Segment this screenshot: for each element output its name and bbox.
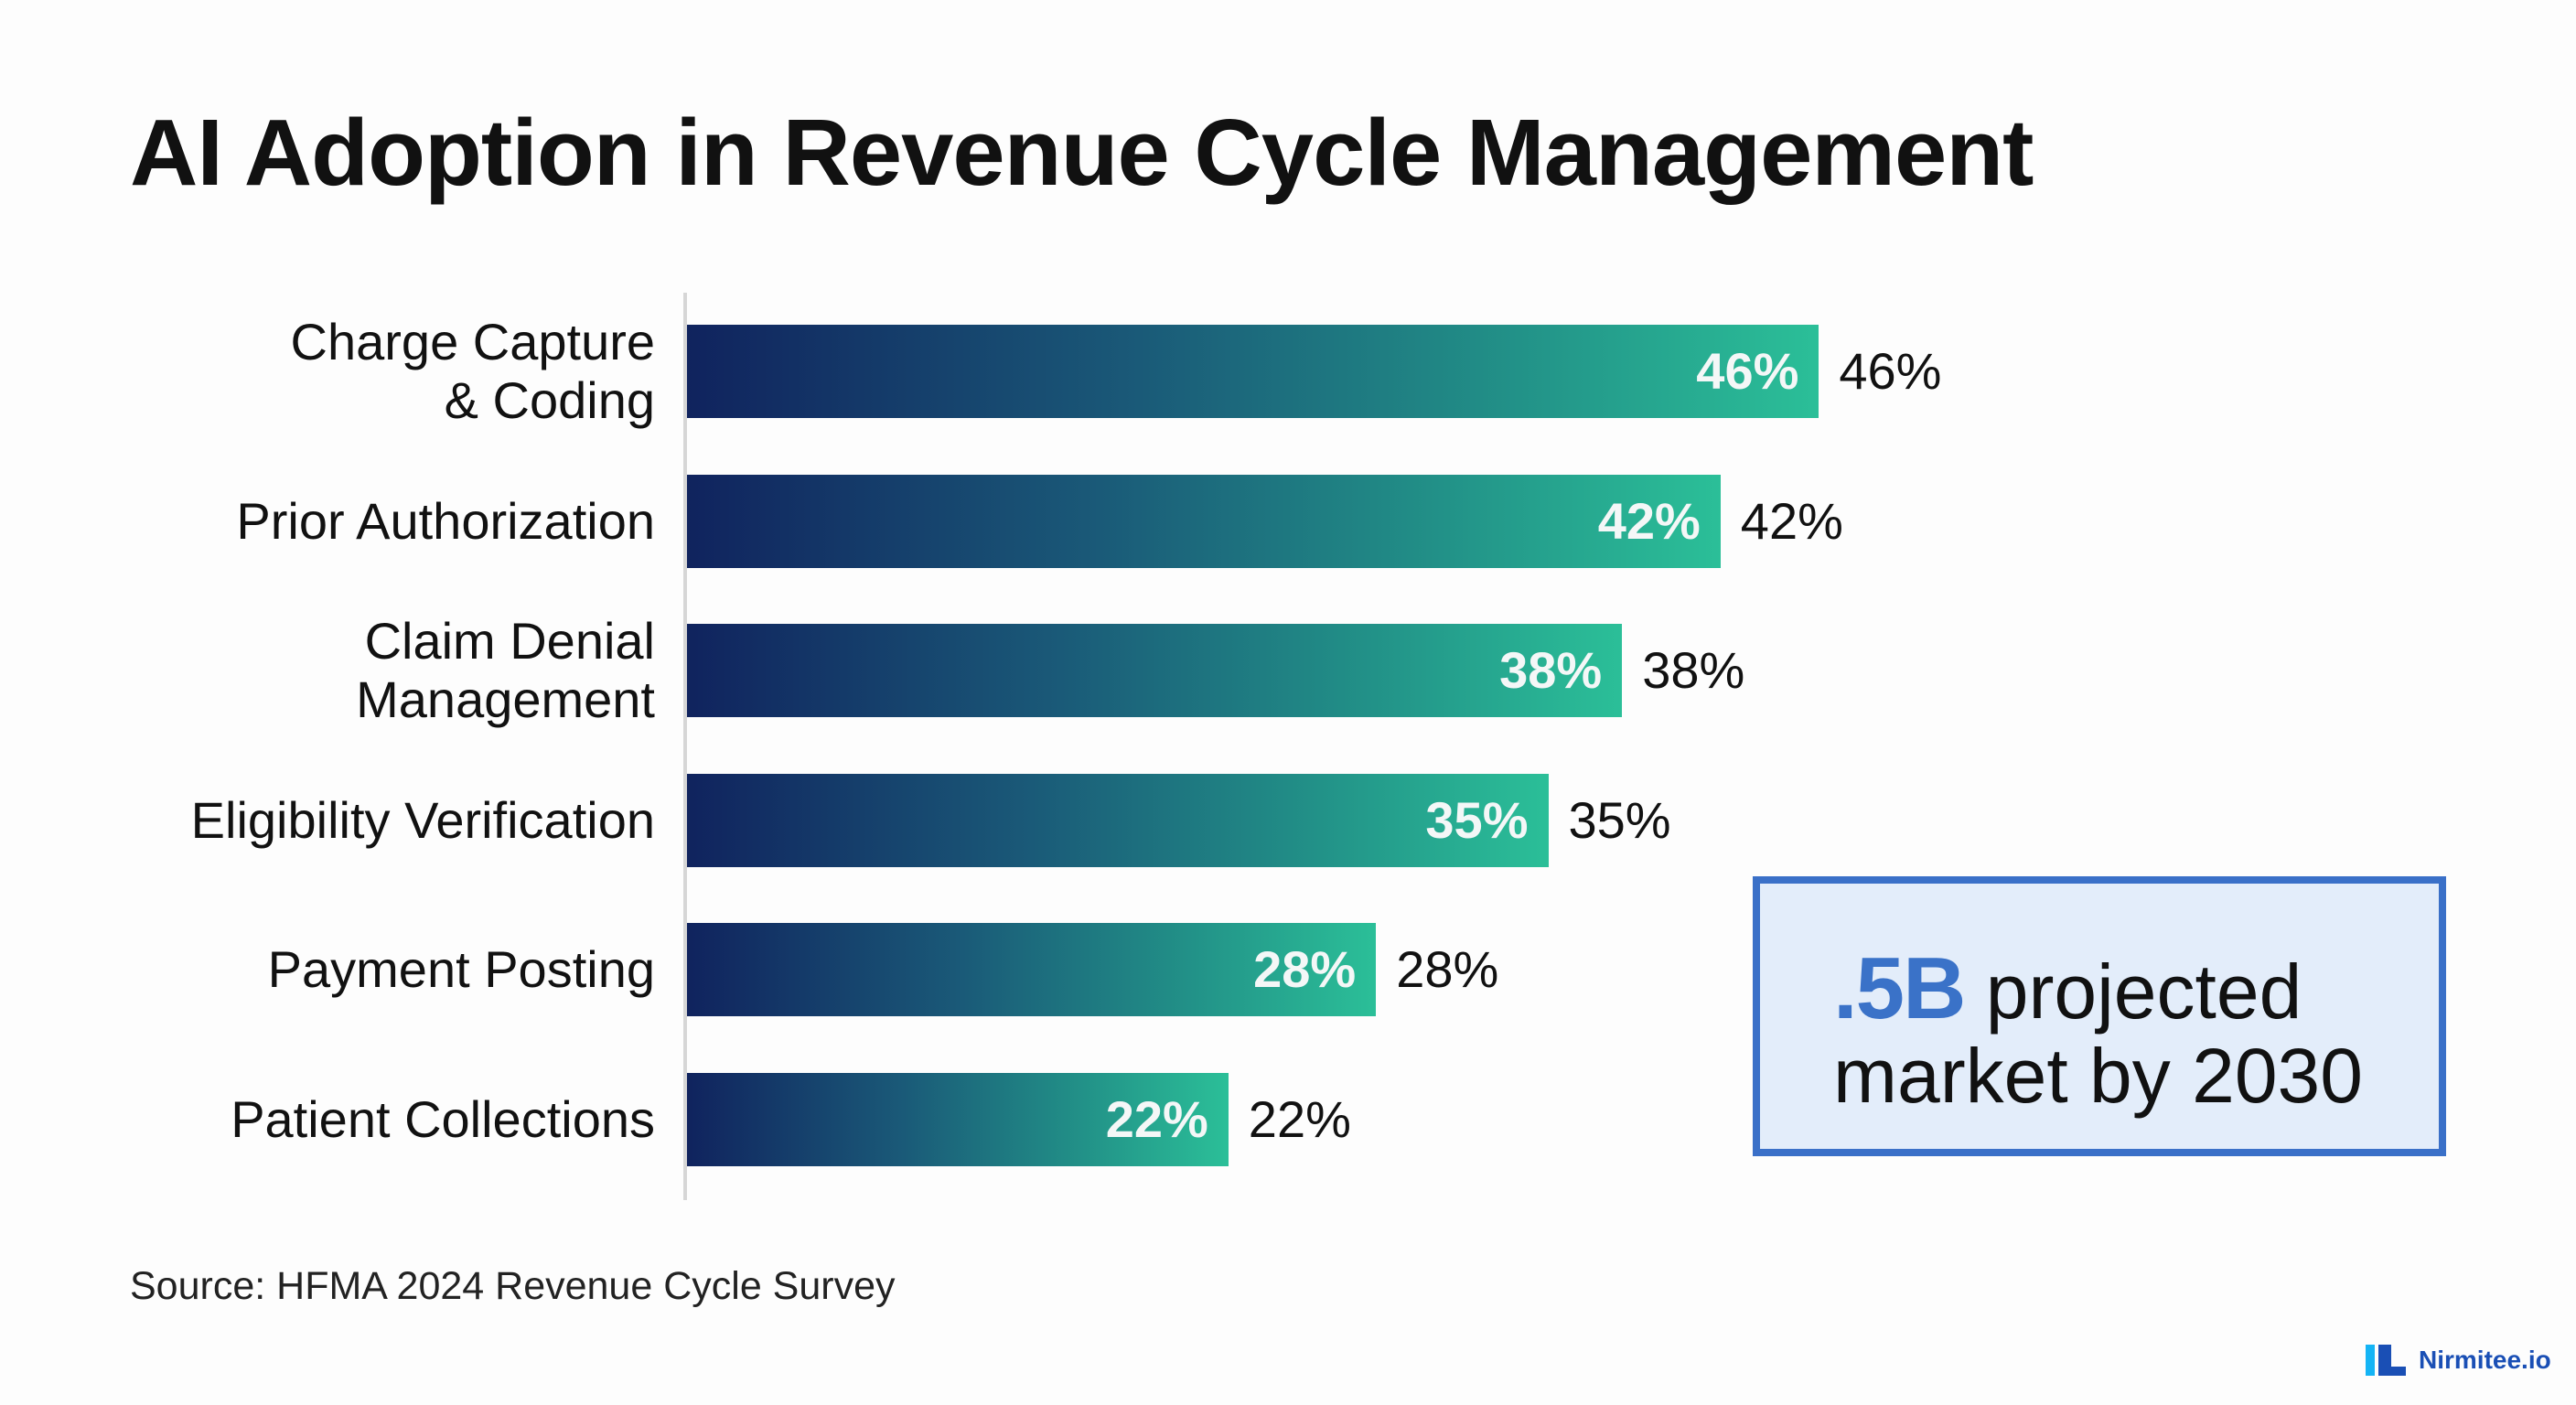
bar-value-label: 28% <box>1396 940 1499 999</box>
bar-inner-label: 38% <box>1499 641 1603 700</box>
callout-line-2: market by 2030 <box>1833 1033 2363 1119</box>
bar-inner-label: 46% <box>1696 342 1799 400</box>
y-axis-line <box>683 293 687 1200</box>
logo-mark-icon <box>2366 1345 2406 1376</box>
callout-highlight: .5B <box>1833 939 1966 1037</box>
market-callout-box: .5B projected market by 2030 <box>1753 876 2446 1156</box>
bar-inner-label: 35% <box>1425 790 1529 849</box>
category-label: Patient Collections <box>231 1090 655 1148</box>
bar-value-label: 38% <box>1642 641 1745 700</box>
bar-value-label: 22% <box>1248 1090 1351 1148</box>
callout-line-1-text: projected <box>1964 949 2302 1035</box>
brand-logo: Nirmitee.io <box>2366 1345 2551 1376</box>
bar-value-label: 46% <box>1839 342 1942 400</box>
logo-text: Nirmitee.io <box>2419 1346 2551 1374</box>
category-label: Charge Capture & Coding <box>290 313 655 429</box>
bar-value-label: 42% <box>1740 491 1843 550</box>
bar: 46% <box>687 325 1819 418</box>
category-label: Eligibility Verification <box>190 790 655 849</box>
chart-title: AI Adoption in Revenue Cycle Management <box>130 100 2034 205</box>
bar-inner-label: 28% <box>1253 940 1357 999</box>
category-label: Payment Posting <box>267 940 655 999</box>
source-note: Source: HFMA 2024 Revenue Cycle Survey <box>130 1264 896 1308</box>
bar: 22% <box>687 1073 1229 1166</box>
category-label: Prior Authorization <box>236 491 655 550</box>
callout-line-1: .5B projected <box>1833 938 2302 1039</box>
bar-inner-label: 22% <box>1105 1090 1208 1148</box>
category-label: Claim Denial Management <box>356 612 655 729</box>
bar: 38% <box>687 624 1623 718</box>
bar: 42% <box>687 474 1721 568</box>
bar-value-label: 35% <box>1568 790 1671 849</box>
bar-inner-label: 42% <box>1597 491 1701 550</box>
bar: 28% <box>687 923 1377 1017</box>
bar: 35% <box>687 773 1549 867</box>
